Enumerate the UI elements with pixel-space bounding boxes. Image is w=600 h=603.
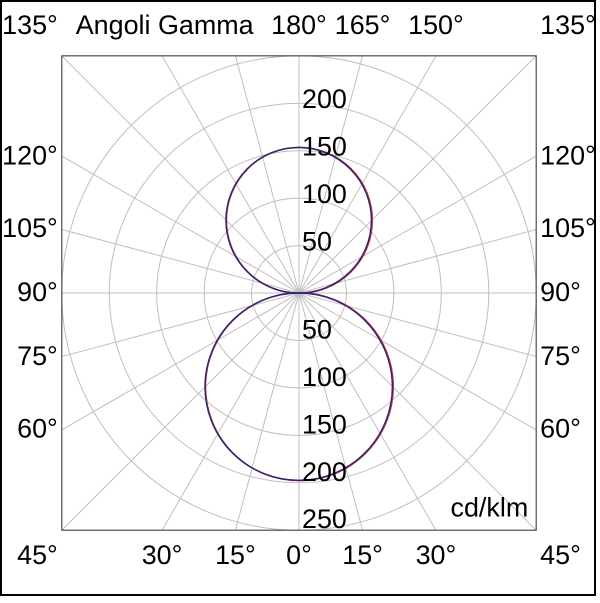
svg-text:15°: 15° [215,540,256,570]
svg-text:120°: 120° [540,140,596,170]
svg-text:135°: 135° [540,10,596,40]
svg-text:50: 50 [302,227,332,257]
svg-text:45°: 45° [17,540,58,570]
svg-text:150: 150 [302,132,347,162]
svg-text:75°: 75° [540,341,581,371]
svg-text:100: 100 [302,362,347,392]
svg-text:90°: 90° [540,277,581,307]
svg-text:200: 200 [302,84,347,114]
svg-text:50: 50 [302,314,332,344]
svg-text:45°: 45° [540,540,581,570]
svg-text:75°: 75° [17,341,58,371]
svg-text:180°: 180° [271,10,327,40]
svg-text:30°: 30° [142,540,183,570]
svg-text:100: 100 [302,179,347,209]
svg-text:0°: 0° [286,540,312,570]
svg-text:90°: 90° [17,277,58,307]
svg-text:105°: 105° [540,213,596,243]
svg-text:200: 200 [302,457,347,487]
svg-text:cd/klm: cd/klm [451,492,529,522]
svg-text:150°: 150° [408,10,464,40]
svg-text:150: 150 [302,409,347,439]
svg-text:Angoli Gamma: Angoli Gamma [76,10,254,40]
svg-text:135°: 135° [2,10,58,40]
svg-text:250: 250 [302,504,347,534]
svg-text:15°: 15° [342,540,383,570]
svg-text:60°: 60° [17,414,58,444]
svg-text:60°: 60° [540,414,581,444]
svg-text:120°: 120° [2,140,58,170]
svg-text:30°: 30° [416,540,457,570]
svg-text:105°: 105° [2,213,58,243]
svg-text:165°: 165° [335,10,391,40]
